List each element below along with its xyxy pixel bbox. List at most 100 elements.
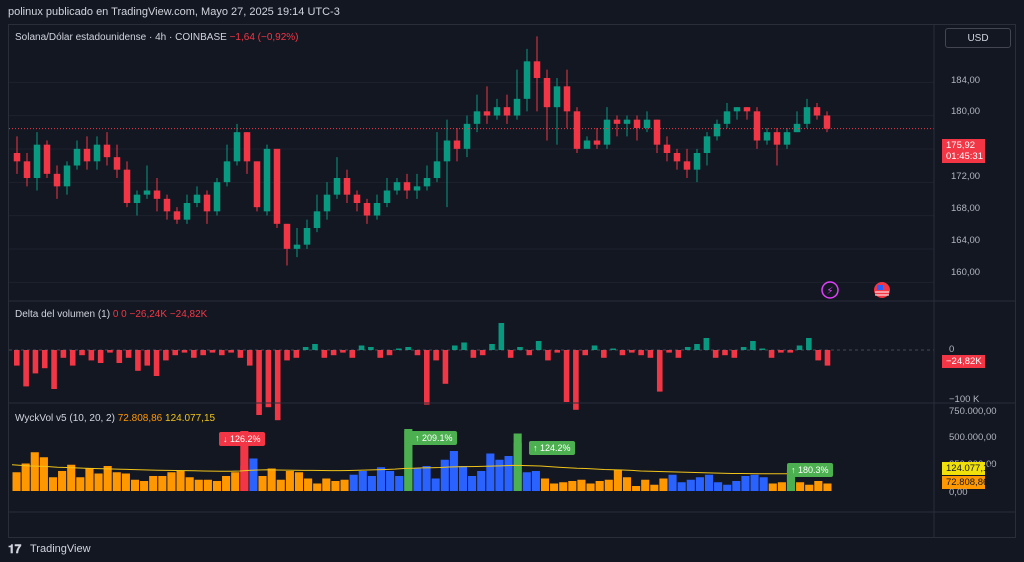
wyckvol-bar: [440, 459, 449, 491]
candle-body: [623, 119, 631, 124]
candle-body: [653, 119, 661, 145]
candle-body: [33, 144, 41, 178]
candles-layer: [13, 36, 831, 266]
candle-body: [823, 115, 831, 129]
wyckvol-bar: [340, 479, 349, 491]
wyckvol-bar: [422, 466, 431, 491]
delta-legend[interactable]: Delta del volumen (1) 0 0 −26,24K −24,82…: [15, 309, 207, 320]
delta-bar: [656, 350, 663, 392]
wyckvol-bar: [613, 469, 622, 491]
flash-event-icon[interactable]: ⚡: [821, 281, 839, 299]
candle-body: [733, 107, 741, 112]
volume-delta-layer: [14, 323, 831, 421]
candle-body: [533, 61, 541, 78]
delta-bar: [377, 350, 383, 358]
delta-bar: [778, 350, 784, 353]
wyckvol-bar: [604, 479, 613, 491]
wyckvol-bar: [367, 476, 376, 491]
wyckvol-legend[interactable]: WyckVol v5 (10, 20, 2) 72.808,86 124.077…: [15, 413, 215, 424]
wyckvol-bar: [759, 477, 768, 491]
wyckvol-bar: [349, 474, 358, 491]
delta-bar: [191, 350, 197, 358]
candle-body: [233, 132, 241, 162]
candle-body: [103, 144, 111, 158]
us-flag-event-icon[interactable]: [874, 282, 890, 298]
candle-body: [543, 78, 551, 108]
currency-button[interactable]: USD: [945, 28, 1011, 48]
wyckvol-value2: 124.077,15: [165, 413, 216, 424]
wyckvol-layer: [12, 429, 832, 491]
main-legend[interactable]: Solana/Dólar estadounidense · 4h · COINB…: [15, 32, 299, 43]
candle-body: [253, 161, 261, 208]
delta-bar: [144, 350, 151, 366]
delta-bar: [293, 350, 300, 358]
delta-bar: [722, 350, 728, 356]
price-axis-168: 168,00: [951, 203, 981, 214]
candle-body: [133, 194, 141, 203]
candle-body: [393, 182, 401, 191]
delta-bar: [125, 350, 132, 358]
delta-bar: [135, 350, 141, 371]
candle-body: [93, 144, 101, 162]
wyckvol-bar: [768, 483, 777, 491]
delta-title: Delta del volumen (1): [15, 309, 111, 320]
wyckvol-bar: [531, 471, 540, 491]
delta-bar: [396, 348, 402, 350]
wyckvol-bar: [67, 464, 76, 491]
candle-body: [773, 132, 781, 145]
wyckvol-bar: [121, 473, 130, 491]
candle-body: [613, 119, 621, 124]
candle-body: [53, 173, 61, 187]
delta-bar: [246, 350, 253, 366]
delta-bar: [321, 350, 328, 358]
wyckvol-bar: [358, 471, 367, 491]
candle-body: [633, 119, 641, 128]
wyckvol-bar: [622, 477, 632, 491]
delta-bar: [591, 345, 598, 350]
delta-bar: [14, 350, 20, 366]
delta-bar: [274, 350, 281, 421]
candle-body: [453, 140, 461, 149]
grid-layer: [9, 81, 934, 283]
price-axis-184: 184,00: [951, 75, 981, 86]
wyckvol-bar: [632, 486, 641, 491]
wyck-annotation-up-2: ↑ 124.2%: [529, 441, 575, 455]
candle-body: [343, 178, 351, 195]
candle-body: [333, 178, 341, 195]
candle-body: [23, 161, 31, 178]
wyckvol-bar: [21, 463, 30, 491]
delta-bar: [759, 348, 766, 350]
wyckvol-bar: [550, 483, 559, 491]
delta-bar: [153, 350, 160, 376]
candle-body: [473, 111, 481, 124]
candle-body: [803, 107, 811, 124]
delta-bar: [461, 342, 467, 350]
candle-body: [753, 111, 761, 141]
delta-bar: [256, 350, 262, 415]
delta-bar: [424, 350, 430, 405]
candle-body: [513, 98, 521, 116]
candle-body: [523, 61, 531, 99]
candle-body: [353, 194, 361, 203]
delta-bar: [712, 350, 719, 358]
wyckvol-bar: [823, 483, 832, 491]
candle-body: [313, 211, 321, 228]
chart-canvas[interactable]: ⚡: [9, 25, 1015, 537]
wyckvol-average-line: [11, 464, 823, 475]
candle-body: [203, 194, 211, 212]
wyckvol-bar: [732, 481, 741, 491]
wyckvol-title: WyckVol v5 (10, 20, 2): [15, 413, 115, 424]
candle-body: [293, 244, 301, 249]
delta-bar: [824, 350, 831, 366]
price-axis-160: 160,00: [951, 267, 981, 278]
wyckvol-bar: [504, 456, 513, 491]
delta-bar: [489, 344, 495, 350]
wyck-axis-750k: 750.000,00: [949, 406, 997, 417]
chart-frame[interactable]: ⚡ Solana/Dólar estadounidense · 4h · COI…: [8, 24, 1016, 550]
delta-bar: [517, 347, 523, 350]
delta-bar: [647, 350, 654, 358]
delta-values: 0 0 −26,24K −24,82K: [112, 309, 208, 320]
delta-bar: [731, 350, 738, 358]
wyckvol-bar: [805, 484, 814, 491]
wyckvol-spike: [786, 469, 796, 491]
